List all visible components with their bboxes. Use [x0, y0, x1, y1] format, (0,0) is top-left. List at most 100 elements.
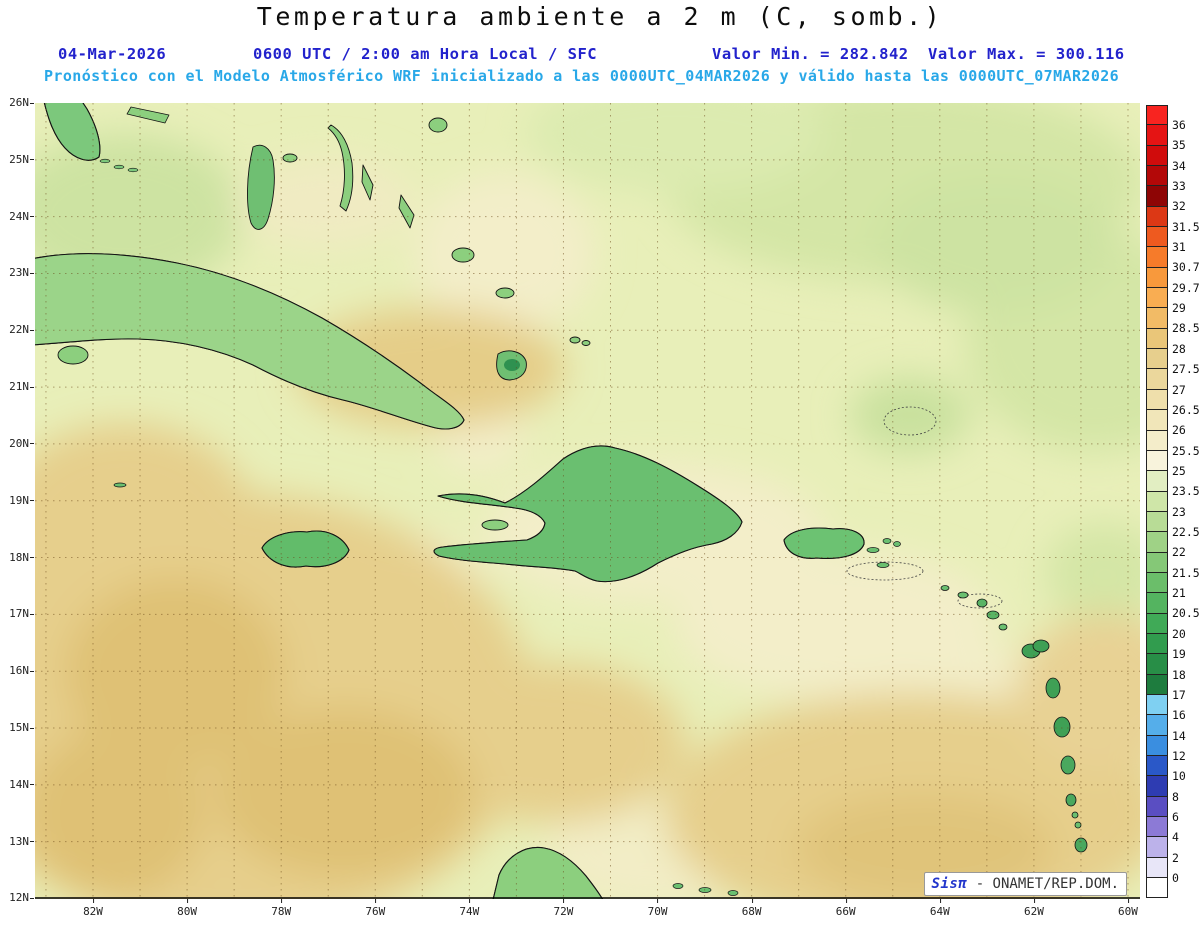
bank-outlines: [846, 406, 1003, 609]
model-init-line: Pronóstico con el Modelo Atmosférico WRF…: [44, 67, 1120, 85]
lat-label: 20N: [9, 436, 34, 450]
lon-label: 80W: [177, 899, 198, 918]
legend-swatch: [1146, 328, 1168, 350]
legend-boundary-label: 33: [1172, 178, 1186, 193]
lat-label: 22N: [9, 323, 34, 337]
legend-boundary-label: 8: [1172, 789, 1179, 804]
forecast-date: 04-Mar-2026: [58, 45, 167, 63]
legend-swatch: [1146, 288, 1168, 309]
legend-boundary-label: 17: [1172, 687, 1186, 702]
legend-swatch: [1146, 756, 1168, 777]
florida-landmass: [42, 103, 170, 173]
longitude-axis: 82W 80W 78W 76W 74W 72W 70W 68W 66W 64W 62W 60W: [35, 899, 1140, 923]
legend-boundary-label: 22.5: [1172, 525, 1200, 540]
legend-swatch: [1146, 247, 1168, 268]
legend-swatch: [1146, 450, 1168, 472]
legend-swatch: [1146, 572, 1168, 594]
latitude-axis: 26N 25N 24N 23N 22N 21N 20N 19N 18N 17N 16N 15N 14N 1…: [0, 96, 34, 904]
legend-boundary-label: 14: [1172, 728, 1186, 743]
legend-boundary-label: 27.5: [1172, 362, 1200, 377]
lat-label: 17N: [9, 607, 34, 621]
legend-boundary-label: 4: [1172, 830, 1179, 845]
lat-label: 25N: [9, 152, 34, 166]
lat-label: 24N: [9, 209, 34, 223]
legend-swatch: [1146, 125, 1168, 146]
lat-label: 12N: [9, 891, 34, 905]
watermark-model-name: Sisπ: [931, 876, 968, 892]
lon-label: 66W: [835, 899, 856, 918]
legend-boundary-label: 10: [1172, 769, 1186, 784]
legend-labels: 36 35 34 33 32 31.5 31 30.7 29.7 29 28.5 28 27.5 27 26…: [1172, 105, 1200, 901]
legend-boundary-label: 25.5: [1172, 443, 1200, 458]
legend-boundary-label: 25: [1172, 463, 1186, 478]
puerto-rico-landmass: [783, 527, 901, 568]
cuba-landmass: [35, 253, 465, 488]
legend-boundary-label: 29.7: [1172, 280, 1200, 295]
legend-swatch: [1146, 227, 1168, 248]
lon-label: 60W: [1118, 899, 1138, 918]
legend-swatch: [1146, 349, 1168, 370]
legend-swatch: [1146, 817, 1168, 838]
legend-swatch: [1146, 552, 1168, 573]
legend-boundary-label: 22: [1172, 545, 1186, 560]
map-canvas: Sisπ - ONAMET/REP.DOM.: [35, 103, 1140, 899]
legend-boundary-label: 26: [1172, 423, 1186, 438]
legend-boundary-label: 12: [1172, 748, 1186, 763]
lat-label: 16N: [9, 664, 34, 678]
lon-label: 78W: [271, 899, 292, 918]
legend-boundary-label: 20.5: [1172, 606, 1200, 621]
legend-swatch: [1146, 145, 1168, 167]
legend-swatch: [1146, 674, 1168, 695]
jamaica-landmass: [261, 530, 350, 568]
legend-swatch: [1146, 532, 1168, 553]
legend-swatch: [1146, 694, 1168, 716]
legend-boundary-label: 0: [1172, 871, 1179, 886]
lat-label: 18N: [9, 550, 34, 564]
legend-boundary-label: 28: [1172, 341, 1186, 356]
legend-swatch: [1146, 471, 1168, 492]
legend-boundary-label: 21: [1172, 586, 1186, 601]
legend-boundary-label: 20: [1172, 626, 1186, 641]
legend-boundary-label: 16: [1172, 708, 1186, 723]
bahamas-group: [247, 117, 591, 381]
legend-boundary-label: 36: [1172, 117, 1186, 132]
legend-swatch: [1146, 186, 1168, 207]
south-america-landmass: [492, 846, 739, 899]
legend-boundary-label: 2: [1172, 850, 1179, 865]
watermark-org-name: - ONAMET/REP.DOM.: [975, 876, 1119, 892]
legend-boundary-label: 34: [1172, 158, 1186, 173]
legend-boundary-label: 29: [1172, 301, 1186, 316]
lat-label: 15N: [9, 721, 34, 735]
lat-label: 14N: [9, 777, 34, 791]
legend-boundary-label: 27: [1172, 382, 1186, 397]
legend-boundary-label: 35: [1172, 138, 1186, 153]
lon-label: 82W: [83, 899, 103, 918]
valor-min-label: Valor Min. = 282.842: [712, 45, 909, 63]
legend-swatch: [1146, 430, 1168, 451]
legend-boundary-label: 21.5: [1172, 565, 1200, 580]
legend-swatch: [1146, 511, 1168, 533]
lon-label: 70W: [647, 899, 668, 918]
lat-label: 21N: [9, 380, 34, 394]
legend-swatch: [1146, 715, 1168, 736]
page-title: Temperatura ambiente a 2 m (C, somb.): [256, 2, 944, 31]
legend-swatches: [1146, 105, 1168, 899]
legend-swatch: [1146, 105, 1168, 126]
legend-boundary-label: 32: [1172, 199, 1186, 214]
lon-label: 62W: [1023, 899, 1044, 918]
legend-swatch: [1146, 613, 1168, 634]
legend-boundary-label: 26.5: [1172, 402, 1200, 417]
legend-swatch: [1146, 837, 1168, 858]
legend-boundary-label: 31.5: [1172, 219, 1200, 234]
watermark: Sisπ - ONAMET/REP.DOM.: [923, 872, 1127, 896]
legend-swatch: [1146, 308, 1168, 329]
legend-swatch: [1146, 389, 1168, 411]
legend-swatch: [1146, 166, 1168, 187]
lon-label: 68W: [741, 899, 762, 918]
legend-boundary-label: 28.5: [1172, 321, 1200, 336]
legend-boundary-label: 19: [1172, 647, 1186, 662]
legend-swatch: [1146, 878, 1168, 899]
lon-label: 64W: [929, 899, 950, 918]
legend-swatch: [1146, 593, 1168, 614]
